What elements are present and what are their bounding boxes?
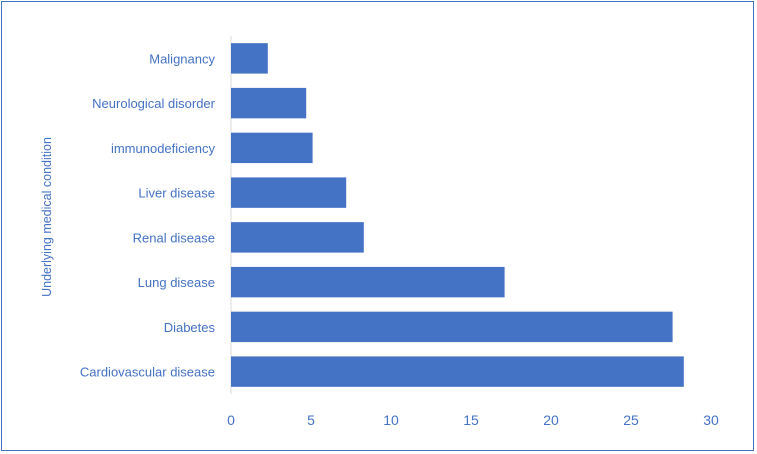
y-axis-title: Underlying medical condition — [40, 137, 54, 297]
category-label: Cardiovascular disease — [80, 365, 215, 380]
bar-renal-disease — [231, 222, 364, 253]
bar-lung-disease — [231, 266, 505, 298]
bar-diabetes — [231, 311, 673, 343]
category-label: immunodeficiency — [111, 141, 216, 156]
x-tick-label: 20 — [543, 412, 559, 428]
category-label: Malignancy — [149, 51, 215, 66]
x-tick-label: 5 — [307, 412, 315, 428]
category-label: Lung disease — [138, 275, 215, 290]
bar-neurological-disorder — [231, 87, 307, 119]
x-tick-label: 30 — [703, 412, 719, 428]
bar-immunodeficiency — [231, 132, 313, 164]
category-label: Liver disease — [138, 186, 215, 201]
category-label: Neurological disorder — [92, 96, 216, 111]
bar-liver-disease — [231, 177, 347, 208]
bar-cardiovascular-disease — [231, 356, 684, 387]
x-tick-label: 15 — [463, 412, 479, 428]
x-tick-label: 0 — [227, 412, 235, 428]
category-label: Diabetes — [164, 320, 216, 335]
bar-malignancy — [231, 43, 268, 74]
category-label: Renal disease — [133, 230, 215, 245]
x-tick-label: 25 — [623, 412, 639, 428]
x-tick-label: 10 — [383, 412, 399, 428]
